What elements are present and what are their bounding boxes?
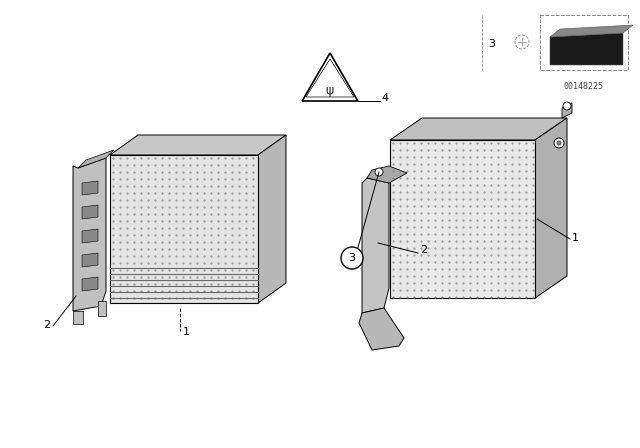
Polygon shape [535, 118, 567, 298]
Polygon shape [550, 33, 623, 65]
Circle shape [375, 168, 383, 176]
Polygon shape [73, 158, 106, 311]
Polygon shape [550, 25, 633, 37]
Polygon shape [110, 135, 286, 155]
Text: 4: 4 [382, 93, 389, 103]
Polygon shape [390, 140, 535, 298]
Circle shape [341, 247, 363, 269]
Polygon shape [302, 53, 358, 101]
Circle shape [554, 138, 564, 148]
Polygon shape [73, 311, 83, 324]
Text: 3: 3 [349, 253, 355, 263]
Polygon shape [562, 103, 572, 118]
Circle shape [515, 35, 529, 49]
Polygon shape [110, 155, 258, 303]
Polygon shape [359, 308, 404, 350]
Polygon shape [390, 118, 567, 140]
Polygon shape [98, 301, 106, 316]
Circle shape [557, 141, 561, 145]
Polygon shape [82, 253, 98, 267]
Text: 2: 2 [43, 320, 50, 330]
Polygon shape [78, 150, 114, 168]
Polygon shape [258, 135, 286, 303]
Text: ψ: ψ [326, 83, 334, 96]
Polygon shape [82, 229, 98, 243]
Polygon shape [367, 166, 407, 183]
Text: 2: 2 [420, 245, 427, 255]
Polygon shape [362, 178, 389, 313]
Text: 3: 3 [488, 39, 495, 49]
Polygon shape [82, 181, 98, 195]
Polygon shape [82, 205, 98, 219]
Text: 1: 1 [183, 327, 190, 337]
Text: 00148225: 00148225 [564, 82, 604, 91]
Circle shape [563, 102, 571, 110]
Text: 1: 1 [572, 233, 579, 243]
Polygon shape [82, 277, 98, 291]
